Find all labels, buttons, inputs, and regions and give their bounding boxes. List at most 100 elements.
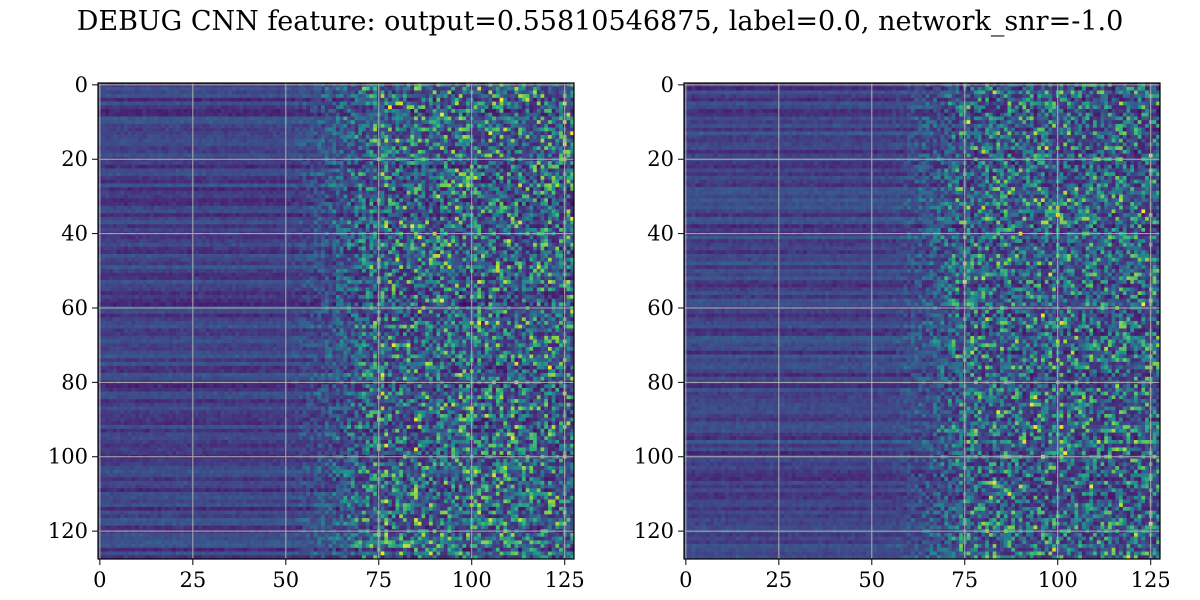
heatmap-cell xyxy=(265,112,270,117)
heatmap-cell xyxy=(380,138,385,143)
heatmap-cell xyxy=(432,90,437,95)
heatmap-cell xyxy=(302,105,307,110)
heatmap-cell xyxy=(172,94,177,99)
heatmap-cell xyxy=(425,190,430,195)
heatmap-cell xyxy=(146,112,151,117)
heatmap-cell xyxy=(261,101,266,106)
heatmap-cell xyxy=(220,205,225,210)
heatmap-cell xyxy=(417,149,422,154)
heatmap-cell xyxy=(116,101,121,106)
heatmap-cell xyxy=(414,179,419,184)
heatmap-cell xyxy=(521,153,526,158)
heatmap-cell xyxy=(440,216,445,221)
heatmap-cell xyxy=(510,123,515,128)
heatmap-cell xyxy=(544,94,549,99)
heatmap-cell xyxy=(120,97,125,102)
heatmap-cell xyxy=(324,194,329,199)
heatmap-cell xyxy=(138,146,143,151)
heatmap-cell xyxy=(410,220,415,225)
heatmap-cell xyxy=(287,187,292,192)
heatmap-cell xyxy=(131,127,136,132)
heatmap-cell xyxy=(313,153,318,158)
heatmap-cell xyxy=(276,146,281,151)
heatmap-cell xyxy=(150,209,155,214)
heatmap-cell xyxy=(198,168,203,173)
heatmap-cell xyxy=(231,135,236,140)
heatmap-cell xyxy=(287,97,292,102)
heatmap-cell xyxy=(276,112,281,117)
heatmap-cell xyxy=(428,135,433,140)
heatmap-cell xyxy=(373,175,378,180)
heatmap-cell xyxy=(339,183,344,188)
heatmap-cell xyxy=(321,94,326,99)
heatmap-cell xyxy=(164,168,169,173)
heatmap-cell xyxy=(540,187,545,192)
heatmap-cell xyxy=(220,220,225,225)
heatmap-cell xyxy=(518,205,523,210)
heatmap-cell xyxy=(332,179,337,184)
heatmap-cell xyxy=(495,94,500,99)
heatmap-cell xyxy=(495,216,500,221)
heatmap-cell xyxy=(350,138,355,143)
heatmap-cell xyxy=(451,105,456,110)
heatmap-cell xyxy=(239,90,244,95)
heatmap-cell xyxy=(402,187,407,192)
heatmap-cell xyxy=(503,194,508,199)
heatmap-cell xyxy=(131,183,136,188)
heatmap-cell xyxy=(157,198,162,203)
heatmap-cell xyxy=(514,112,519,117)
heatmap-cell xyxy=(228,172,233,177)
heatmap-cell xyxy=(194,116,199,121)
heatmap-cell xyxy=(406,175,411,180)
heatmap-cell xyxy=(428,179,433,184)
heatmap-cell xyxy=(540,194,545,199)
heatmap-cell xyxy=(202,120,207,125)
heatmap-cell xyxy=(507,120,512,125)
heatmap-cell xyxy=(254,94,259,99)
heatmap-cell xyxy=(402,153,407,158)
heatmap-cell xyxy=(120,86,125,91)
heatmap-cell xyxy=(499,220,504,225)
heatmap-cell xyxy=(217,220,222,225)
heatmap-cell xyxy=(202,105,207,110)
heatmap-cell xyxy=(287,123,292,128)
heatmap-cell xyxy=(202,131,207,136)
heatmap-cell xyxy=(298,168,303,173)
heatmap-cell xyxy=(321,164,326,169)
heatmap-cell xyxy=(447,101,452,106)
heatmap-cell xyxy=(142,172,147,177)
heatmap-cell xyxy=(384,172,389,177)
heatmap-cell xyxy=(503,109,508,114)
heatmap-cell xyxy=(287,183,292,188)
heatmap-cell xyxy=(306,213,311,218)
heatmap-cell xyxy=(157,105,162,110)
heatmap-cell xyxy=(503,198,508,203)
heatmap-cell xyxy=(481,183,486,188)
heatmap-cell xyxy=(492,123,497,128)
heatmap-cell xyxy=(328,120,333,125)
heatmap-cell xyxy=(291,209,296,214)
heatmap-cell xyxy=(157,97,162,102)
heatmap-cell xyxy=(302,120,307,125)
heatmap-cell xyxy=(254,146,259,151)
heatmap-cell xyxy=(369,187,374,192)
heatmap-cell xyxy=(514,183,519,188)
heatmap-cell xyxy=(272,131,277,136)
heatmap-cell xyxy=(317,101,322,106)
heatmap-cell xyxy=(518,94,523,99)
heatmap-cell xyxy=(127,90,132,95)
heatmap-cell xyxy=(388,142,393,147)
heatmap-cell xyxy=(395,175,400,180)
heatmap-cell xyxy=(228,131,233,136)
heatmap-cell xyxy=(183,209,188,214)
heatmap-cell xyxy=(217,94,222,99)
heatmap-cell xyxy=(495,205,500,210)
heatmap-cell xyxy=(254,187,259,192)
heatmap-cell xyxy=(306,120,311,125)
heatmap-cell xyxy=(101,202,106,207)
heatmap-cell xyxy=(276,220,281,225)
heatmap-cell xyxy=(350,161,355,166)
heatmap-cell xyxy=(217,183,222,188)
heatmap-cell xyxy=(566,131,571,136)
heatmap-cell xyxy=(272,216,277,221)
